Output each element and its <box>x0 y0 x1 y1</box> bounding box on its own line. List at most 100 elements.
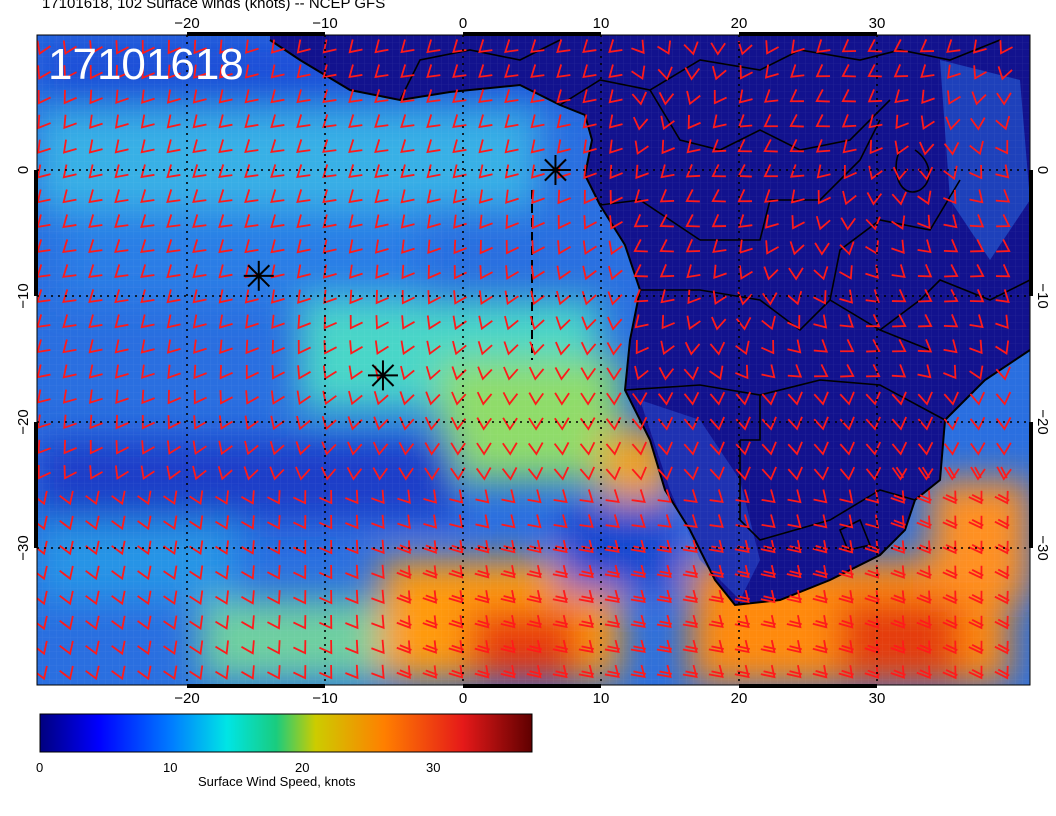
wind-barb <box>943 442 960 456</box>
wind-barb <box>448 590 464 604</box>
wind-barb <box>606 342 623 356</box>
wind-barb <box>244 114 259 129</box>
wind-barb <box>867 39 882 53</box>
wind-barb <box>166 289 181 304</box>
lon-tick-label: 30 <box>869 15 886 32</box>
wind-barb <box>477 366 493 381</box>
wind-barb <box>504 290 519 306</box>
wind-barb <box>501 466 518 481</box>
wind-barb <box>244 139 259 154</box>
wind-barb <box>400 114 415 128</box>
wind-barb <box>192 465 207 481</box>
wind-barb <box>890 565 906 579</box>
wind-barb <box>921 89 935 105</box>
wind-barb <box>115 414 129 430</box>
wind-barb <box>892 166 909 181</box>
wind-barb <box>970 239 985 253</box>
wind-barb <box>916 665 932 680</box>
wind-barb <box>88 139 103 154</box>
wind-barb <box>267 515 281 530</box>
wind-barb <box>374 340 389 355</box>
wind-barb <box>114 139 129 154</box>
wind-barb <box>505 214 519 230</box>
wind-barb <box>322 139 337 153</box>
wind-barb <box>556 89 571 104</box>
wind-barb <box>790 189 805 204</box>
wind-barb <box>425 391 441 406</box>
wind-barb <box>88 314 103 329</box>
wind-barb <box>943 239 959 253</box>
wind-barb <box>557 215 571 230</box>
wind-barb <box>609 164 623 180</box>
wind-barb <box>85 640 100 656</box>
wind-barb <box>500 590 516 604</box>
wind-barb <box>658 366 675 381</box>
wind-barb <box>995 340 1010 355</box>
wind-barb <box>59 540 74 556</box>
wind-barb <box>761 339 775 355</box>
wind-barb <box>373 390 389 406</box>
wind-barb <box>608 89 623 104</box>
wind-barb <box>166 114 181 129</box>
wind-barb <box>815 64 831 78</box>
lat-tick-label: −30 <box>1034 535 1051 560</box>
wind-barb <box>293 540 307 555</box>
wind-barb <box>189 615 204 630</box>
wind-barb <box>683 441 699 456</box>
wind-barb <box>604 589 620 604</box>
lat-tick-label: −20 <box>15 409 32 434</box>
wind-barb <box>685 214 700 228</box>
wind-barb <box>218 64 233 79</box>
wind-barb <box>531 214 545 230</box>
wind-barb <box>943 314 959 328</box>
wind-barb <box>348 189 363 204</box>
wind-barb <box>735 340 750 356</box>
wind-barb <box>219 364 233 380</box>
wind-barb <box>633 289 649 303</box>
wind-barb <box>556 114 571 129</box>
wind-barb <box>582 240 597 255</box>
wind-barb <box>371 564 385 580</box>
wind-barb <box>371 664 385 680</box>
wind-barb <box>215 615 229 630</box>
wind-barb <box>917 364 932 379</box>
wind-barb <box>890 615 906 629</box>
wind-barb <box>552 614 568 629</box>
wind-barb <box>552 539 568 554</box>
wind-barb <box>660 340 675 356</box>
wind-barb <box>140 189 155 204</box>
wind-barb <box>712 290 727 305</box>
wind-barb <box>269 440 285 456</box>
wind-barb <box>917 416 934 431</box>
wind-barb <box>448 665 464 679</box>
wind-barb <box>843 164 857 180</box>
wind-barb <box>917 466 934 481</box>
wind-barb <box>708 614 724 629</box>
wind-barb <box>943 214 958 229</box>
lat-tick-label: 0 <box>15 166 32 174</box>
wind-barb <box>396 540 412 554</box>
wind-barb <box>192 214 207 228</box>
wind-barb <box>916 565 932 580</box>
wind-barb <box>604 564 620 579</box>
wind-barb <box>969 442 986 456</box>
wind-barb <box>244 64 259 79</box>
wind-barb <box>59 490 74 506</box>
wind-barb <box>349 340 363 355</box>
wind-barb <box>140 214 155 228</box>
wind-barb <box>296 89 311 104</box>
wind-barb <box>422 540 438 554</box>
wind-barb <box>322 164 337 178</box>
wind-barb <box>526 589 542 604</box>
wind-barb <box>657 514 672 528</box>
wind-barb <box>916 615 932 630</box>
wind-barb <box>319 514 333 530</box>
wind-barb <box>267 490 281 505</box>
wind-barb <box>345 539 359 555</box>
wind-barb <box>682 589 698 604</box>
wind-barb <box>604 539 620 554</box>
wind-barb <box>137 540 152 556</box>
wind-barb <box>683 514 698 528</box>
wind-barb <box>477 341 493 356</box>
lon-tick-label: 10 <box>593 15 610 32</box>
